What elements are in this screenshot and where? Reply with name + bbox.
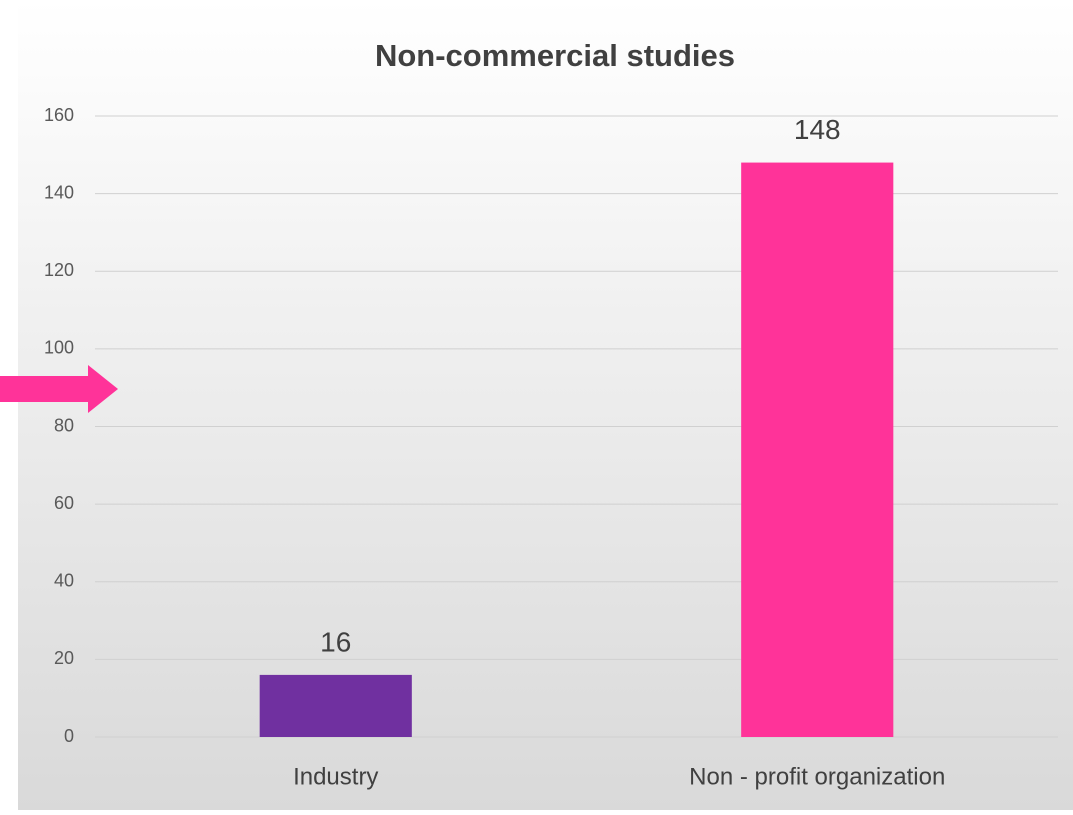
y-tick-label: 140 <box>44 182 74 202</box>
y-tick-label: 40 <box>54 571 74 591</box>
arrow <box>0 365 118 413</box>
x-tick-label: Non - profit organization <box>689 763 945 790</box>
x-tick-label: Industry <box>293 763 378 790</box>
y-tick-label: 100 <box>44 338 74 358</box>
y-tick-label: 120 <box>44 260 74 280</box>
bar <box>259 674 412 737</box>
y-tick-label: 80 <box>54 415 74 435</box>
y-tick-label: 160 <box>44 105 74 125</box>
y-tick-label: 20 <box>54 648 74 668</box>
chart-title: Non-commercial studies <box>375 38 735 73</box>
y-tick-label: 60 <box>54 493 74 513</box>
bar <box>741 162 894 737</box>
chart-background <box>18 0 1073 810</box>
y-tick-label: 0 <box>64 726 74 746</box>
data-label: 16 <box>320 626 351 657</box>
data-label: 148 <box>794 114 841 145</box>
